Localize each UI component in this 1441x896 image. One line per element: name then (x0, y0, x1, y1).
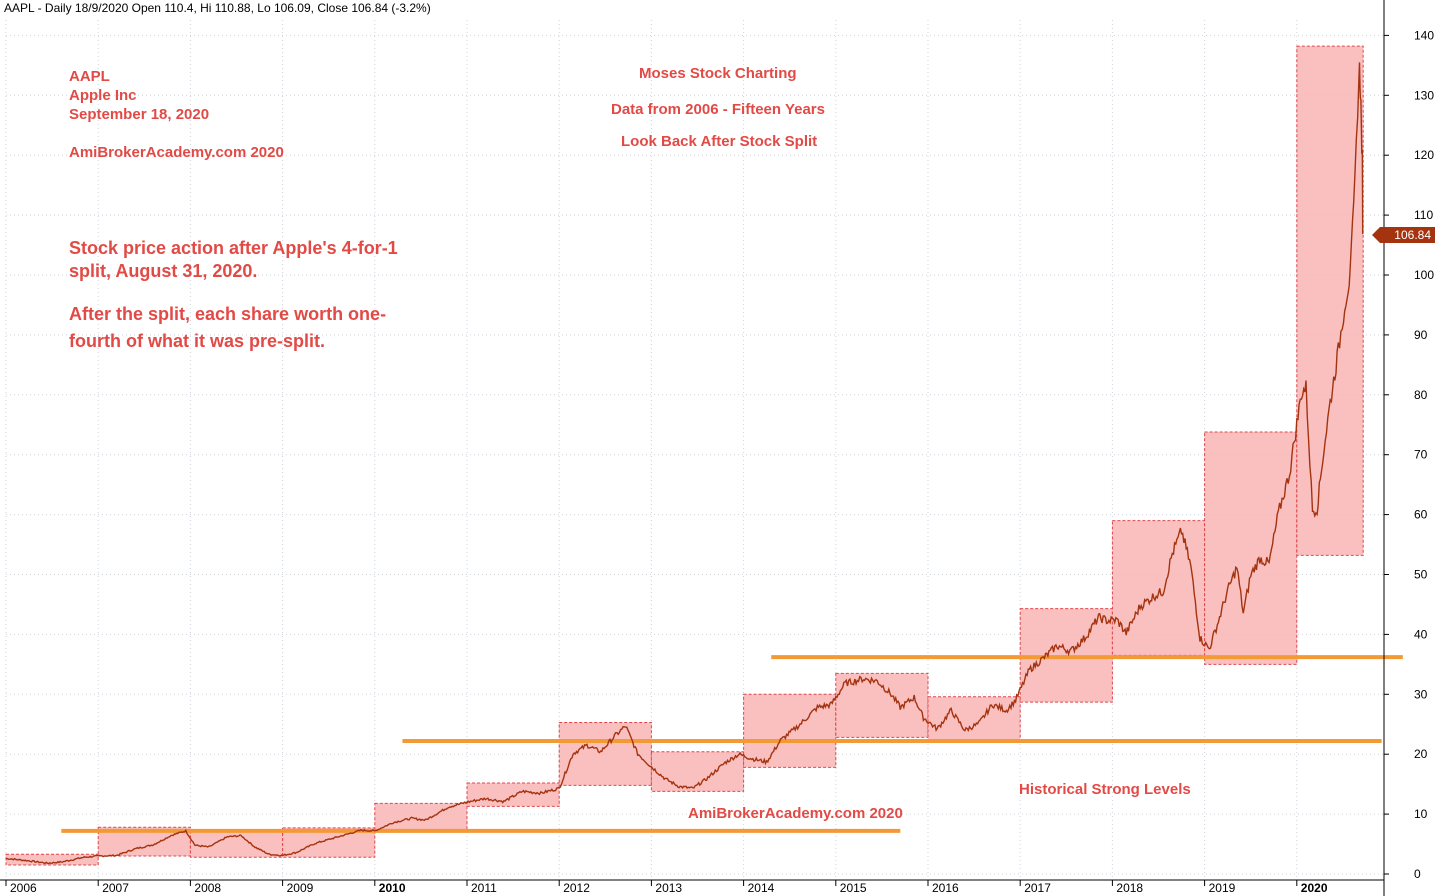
company-label: Apple Inc (69, 87, 137, 104)
x-tick-label-2006: 2006 (10, 881, 37, 895)
chart-header: AAPL - Daily 18/9/2020 Open 110.4, Hi 11… (4, 1, 431, 15)
x-tick-label-2020: 2020 (1301, 881, 1328, 895)
split-note-line2: split, August 31, 2020. (69, 261, 258, 281)
x-tick-label-2012: 2012 (563, 881, 590, 895)
x-tick-label-2019: 2019 (1209, 881, 1236, 895)
range-box-7 (558, 721, 652, 786)
x-tick-label-2007: 2007 (102, 881, 129, 895)
range-box-15 (1296, 45, 1364, 556)
y-tick-label-100: 100 (1414, 268, 1434, 282)
x-tick-label-2013: 2013 (655, 881, 682, 895)
chart-title-2: Data from 2006 - Fifteen Years (611, 101, 825, 118)
date-label: September 18, 2020 (69, 106, 210, 123)
x-tick-label-2014: 2014 (748, 881, 775, 895)
ticker-label: AAPL (69, 68, 110, 85)
y-tick-label-80: 80 (1414, 388, 1428, 402)
site-label-top: AmiBrokerAcademy.com 2020 (69, 144, 284, 161)
price-line (5, 62, 1364, 865)
range-box-13 (1111, 520, 1206, 656)
range-box-10 (835, 672, 929, 738)
range-box-14 (1204, 431, 1298, 665)
y-tick-label-110: 110 (1414, 208, 1433, 222)
y-tick-label-50: 50 (1414, 568, 1428, 582)
range-box-11 (927, 696, 1021, 741)
y-tick-label-20: 20 (1414, 747, 1428, 761)
y-tick-label-10: 10 (1414, 807, 1428, 821)
split-note-line1: Stock price action after Apple's 4-for-1 (69, 238, 398, 258)
levels-label: Historical Strong Levels (1019, 781, 1191, 798)
x-tick-label-2016: 2016 (932, 881, 959, 895)
y-tick-label-130: 130 (1414, 88, 1434, 102)
historical-level-lines (61, 655, 1403, 833)
range-box-1 (5, 853, 99, 866)
site-label-bottom: AmiBrokerAcademy.com 2020 (688, 805, 903, 822)
split-note-line3: After the split, each share worth one- (69, 304, 387, 324)
x-tick-label-2010: 2010 (379, 881, 406, 895)
y-tick-label-140: 140 (1414, 28, 1434, 42)
x-tick-label-2018: 2018 (1116, 881, 1143, 895)
x-tick-label-2008: 2008 (194, 881, 221, 895)
price-series (5, 62, 1364, 865)
range-box-6 (466, 782, 560, 807)
chart-title-1: Moses Stock Charting (639, 65, 797, 82)
x-tick-label-2015: 2015 (840, 881, 867, 895)
chart-title-3: Look Back After Stock Split (621, 133, 818, 150)
y-tick-label-60: 60 (1414, 508, 1428, 522)
split-note-line4: fourth of what it was pre-split. (69, 331, 325, 351)
y-tick-label-120: 120 (1414, 148, 1434, 162)
y-tick-label-40: 40 (1414, 627, 1428, 641)
x-tick-label-2011: 2011 (471, 881, 497, 895)
range-box-5 (374, 802, 468, 833)
y-tick-label-30: 30 (1414, 687, 1428, 701)
y-tick-label-90: 90 (1414, 328, 1428, 342)
last-price-badge: 106.84 (1372, 227, 1435, 243)
y-tick-label-70: 70 (1414, 448, 1428, 462)
range-box-8 (650, 751, 745, 792)
x-tick-label-2009: 2009 (287, 881, 314, 895)
x-tick-label-2017: 2017 (1024, 881, 1051, 895)
y-tick-label-0: 0 (1414, 867, 1421, 881)
